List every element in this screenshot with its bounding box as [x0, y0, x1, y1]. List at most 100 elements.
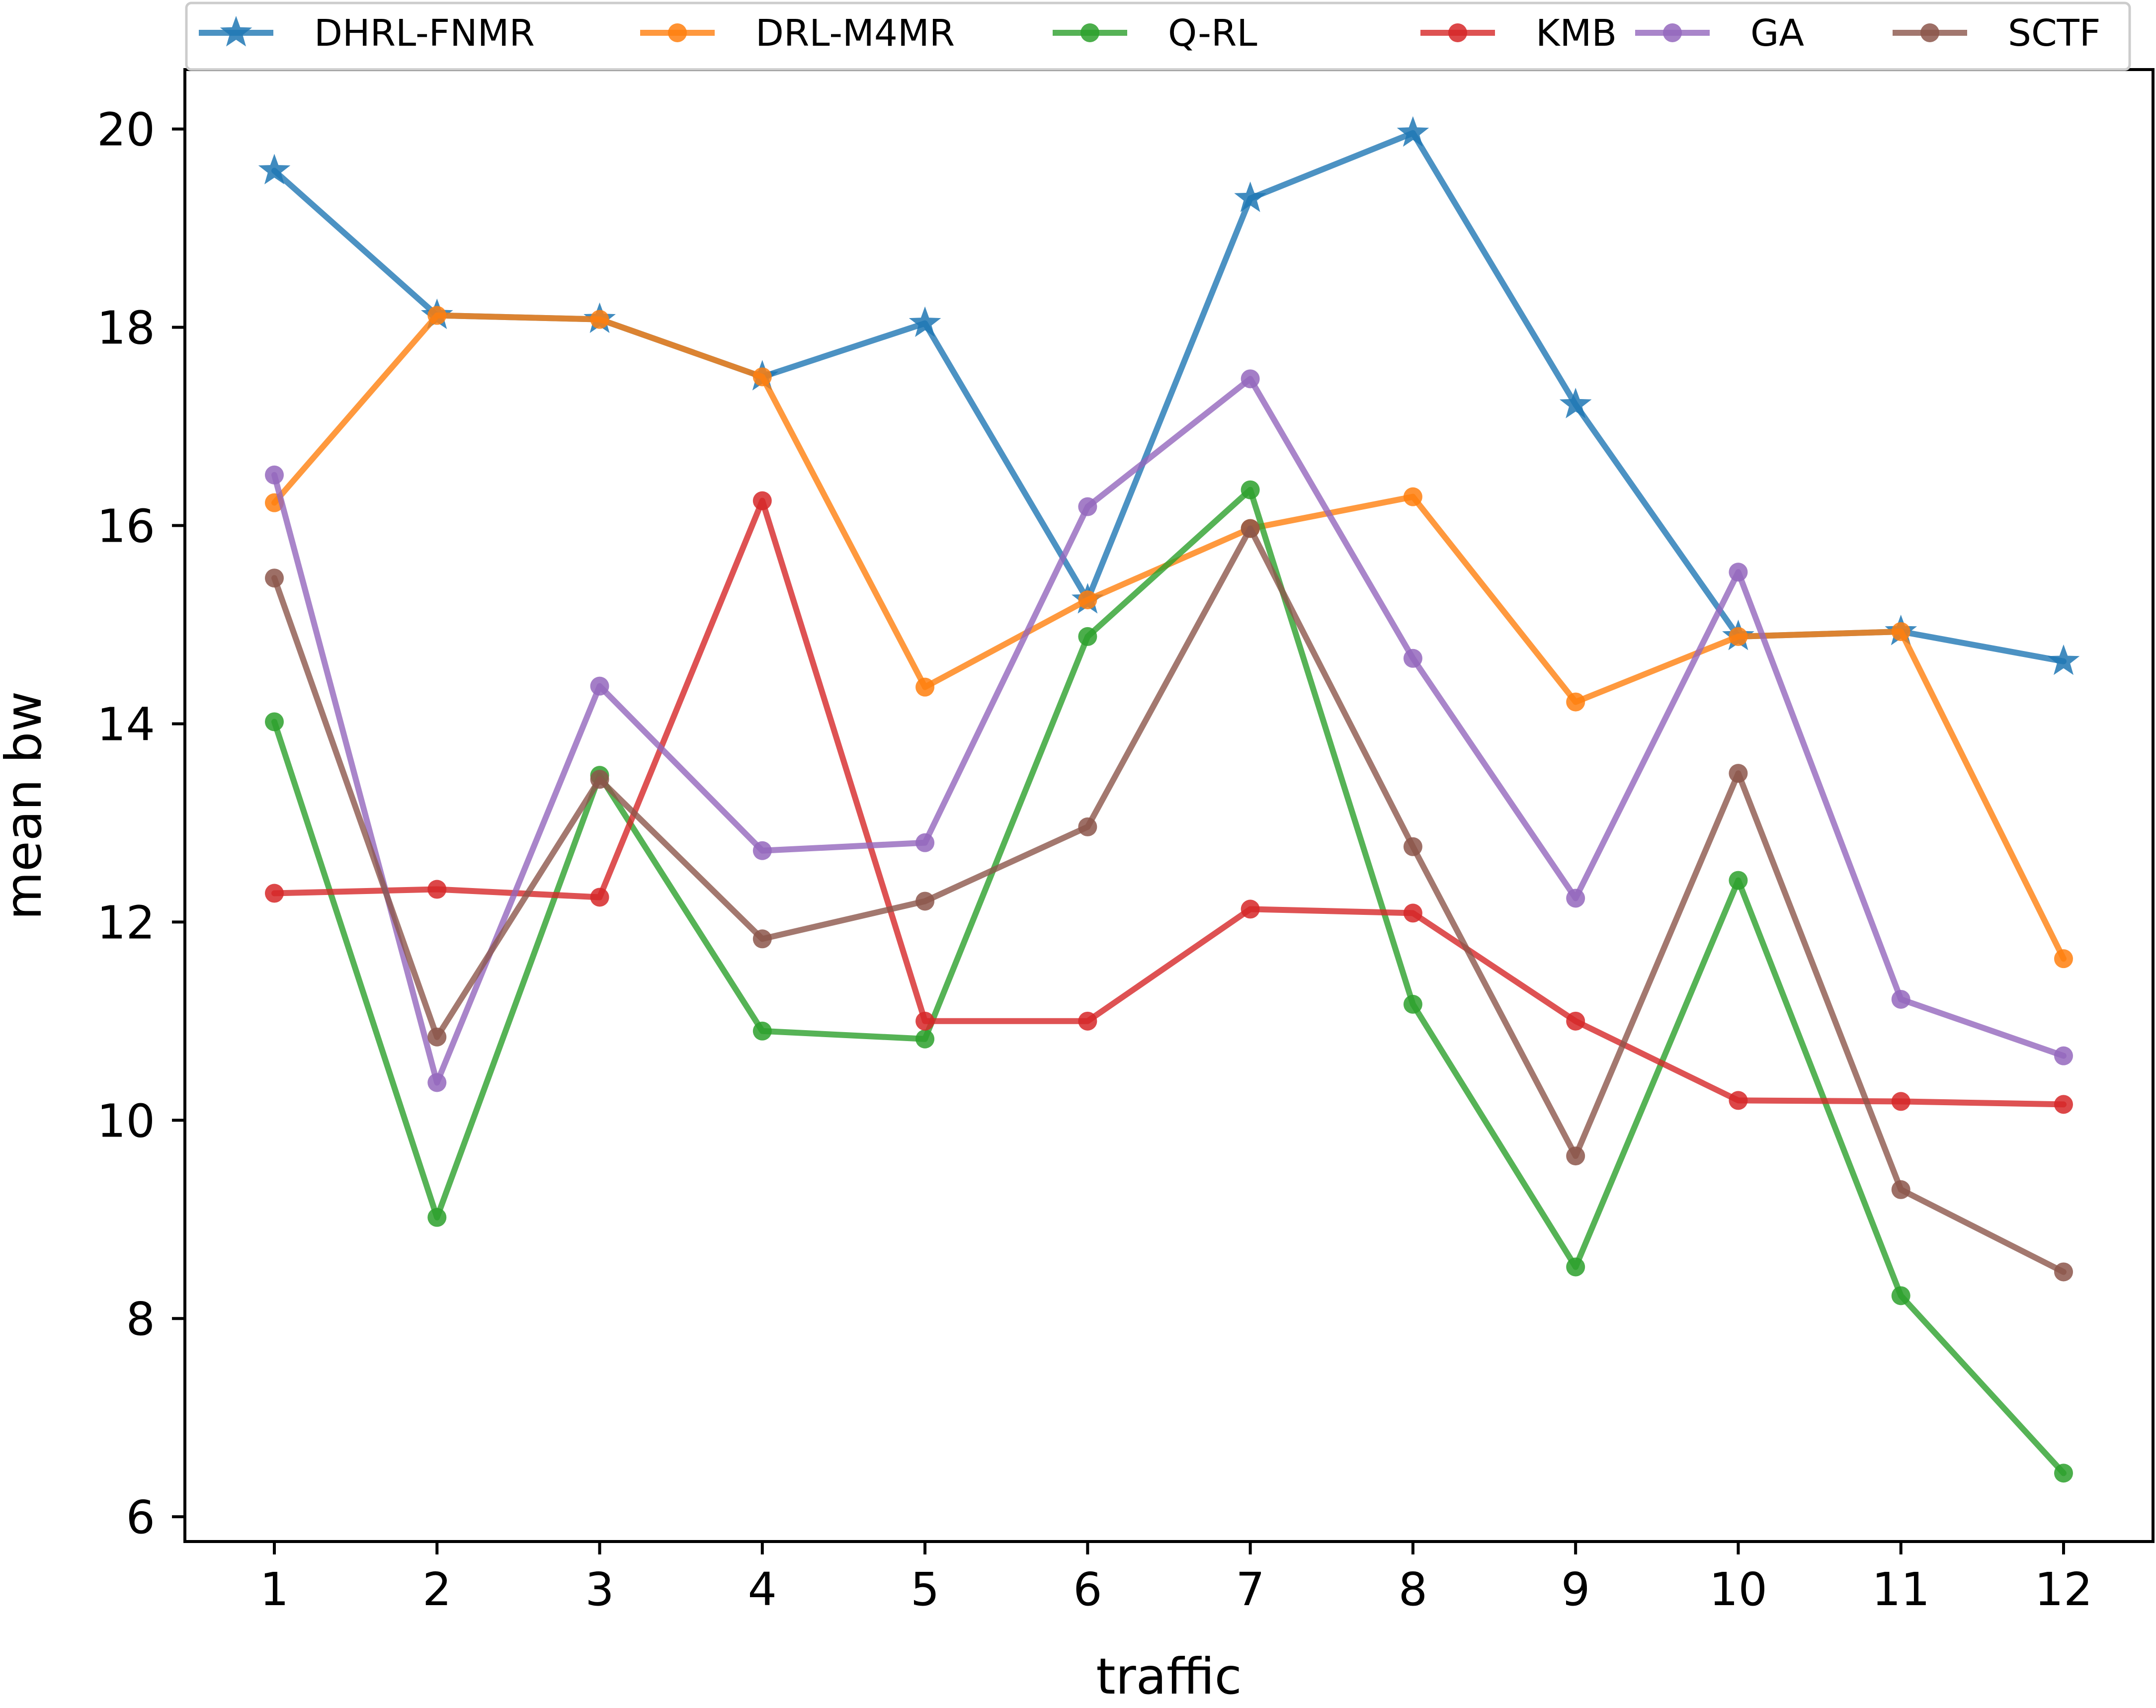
y-tick-label: 16: [97, 500, 155, 553]
data-point: [1891, 1180, 1910, 1199]
data-point: [915, 833, 935, 852]
data-point: [1729, 871, 1748, 890]
data-point: [1566, 889, 1585, 908]
legend-label: SCTF: [2008, 12, 2100, 55]
legend-label: GA: [1750, 12, 1804, 55]
series-line: [271, 487, 2067, 1476]
data-point: [1891, 1092, 1910, 1111]
legend-marker: [1448, 23, 1467, 42]
x-axis-label: traffic: [1096, 1647, 1242, 1706]
data-point-star: [2047, 644, 2080, 675]
y-tick-label: 10: [97, 1094, 155, 1147]
legend-marker: [668, 23, 687, 42]
data-point: [590, 770, 609, 789]
legend-label: DRL-M4MR: [755, 12, 955, 55]
data-point: [1078, 1011, 1097, 1031]
series-line: [271, 497, 2067, 1108]
x-tick-label: 9: [1561, 1563, 1590, 1616]
legend-marker: [1080, 23, 1099, 42]
data-point: [1729, 764, 1748, 783]
data-point: [1241, 519, 1260, 538]
data-point: [1891, 1286, 1910, 1305]
y-axis-label: mean bw: [0, 691, 53, 920]
data-point: [1078, 817, 1097, 836]
data-point: [2054, 1262, 2073, 1282]
data-point: [1241, 480, 1260, 499]
data-point: [752, 841, 772, 860]
legend-label: Q-RL: [1168, 12, 1257, 55]
legend: DHRL-FNMR DRL-M4MR Q-RL KMB GA SCTF: [185, 1, 2131, 71]
data-point: [1241, 369, 1260, 389]
data-point: [1403, 837, 1422, 856]
data-point: [1566, 1146, 1585, 1166]
legend-label: KMB: [1536, 12, 1617, 55]
y-tick-label: 12: [97, 896, 155, 949]
data-point: [1729, 627, 1748, 646]
data-point-star: [1559, 388, 1592, 418]
x-tick-label: 4: [748, 1563, 777, 1616]
data-point: [1241, 899, 1260, 919]
data-point: [590, 676, 609, 696]
data-point: [265, 569, 284, 588]
data-point: [752, 1021, 772, 1041]
data-point: [2054, 949, 2073, 969]
series-line: [271, 376, 2067, 1086]
series-ga-group: [265, 369, 2073, 1092]
data-point: [1078, 590, 1097, 610]
data-point: [915, 892, 935, 911]
data-point: [752, 367, 772, 387]
x-tick-label: 3: [585, 1563, 614, 1616]
data-point: [1891, 989, 1910, 1009]
legend-marker: [1920, 23, 1939, 42]
x-tick-label: 1: [260, 1563, 289, 1616]
data-point: [590, 310, 609, 329]
x-tick-label: 8: [1399, 1563, 1428, 1616]
data-point: [427, 1073, 447, 1092]
data-point: [427, 306, 447, 325]
legend-star-marker: [220, 16, 252, 47]
y-tick-label: 20: [97, 103, 155, 157]
data-point-star: [909, 306, 941, 337]
data-point: [1891, 622, 1910, 641]
data-point-star: [1234, 181, 1266, 212]
x-tick-label: 2: [422, 1563, 452, 1616]
data-point: [915, 677, 935, 697]
data-point: [1729, 563, 1748, 582]
data-point: [1566, 692, 1585, 712]
y-tick-label: 14: [97, 698, 155, 751]
data-point: [427, 880, 447, 899]
data-point: [427, 1208, 447, 1227]
data-point: [2054, 1046, 2073, 1065]
data-point: [265, 712, 284, 732]
y-tick-label: 8: [126, 1293, 155, 1346]
x-tick-label: 12: [2034, 1563, 2092, 1616]
data-point: [1403, 649, 1422, 668]
data-point: [752, 929, 772, 949]
x-tick-label: 6: [1073, 1563, 1102, 1616]
legend-label: DHRL-FNMR: [314, 12, 535, 55]
x-tick-label: 7: [1236, 1563, 1265, 1616]
data-point: [1078, 627, 1097, 646]
data-point: [1566, 1011, 1585, 1031]
series-kmb-group: [265, 491, 2073, 1114]
series-line: [271, 525, 2067, 1275]
data-point-star: [1397, 116, 1429, 147]
data-point: [1403, 903, 1422, 923]
legend-marker: [1663, 23, 1682, 42]
x-tick-label: 5: [911, 1563, 940, 1616]
data-point: [2054, 1464, 2073, 1483]
data-point: [1078, 497, 1097, 516]
data-point: [1566, 1257, 1585, 1277]
y-tick-label: 6: [126, 1491, 155, 1544]
x-tick-label: 11: [1872, 1563, 1930, 1616]
data-point: [752, 491, 772, 510]
legend-frame: [185, 1, 2131, 71]
data-point: [2054, 1095, 2073, 1114]
data-point: [1403, 487, 1422, 506]
y-tick-label: 18: [97, 302, 155, 355]
data-point: [1729, 1091, 1748, 1110]
data-point-star: [258, 154, 291, 184]
